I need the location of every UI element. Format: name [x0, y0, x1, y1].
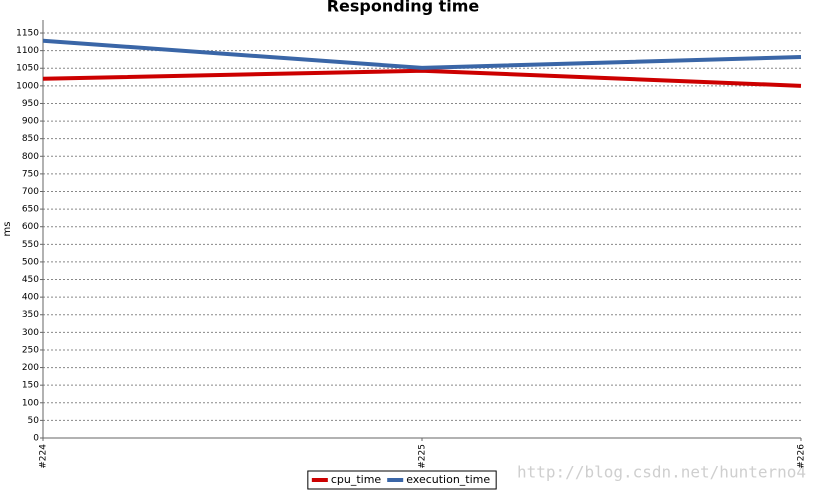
y-tick-label: 100 — [22, 398, 39, 408]
legend-label: cpu_time — [331, 473, 382, 486]
y-tick-label: 0 — [33, 434, 39, 444]
y-tick-label: 300 — [22, 328, 39, 338]
y-tick-label: 900 — [22, 117, 39, 127]
y-tick-label: 500 — [22, 257, 39, 267]
y-tick-label: 1100 — [16, 46, 39, 56]
y-tick-label: 950 — [22, 99, 39, 109]
y-tick-label: 450 — [22, 275, 39, 285]
y-tick-label: 550 — [22, 240, 39, 250]
y-tick-label: 50 — [28, 416, 40, 426]
chart-title: Responding time — [327, 0, 480, 16]
y-tick-label: 1150 — [16, 29, 39, 39]
x-tick-label: #226 — [797, 444, 807, 469]
y-tick-label: 600 — [22, 222, 39, 232]
series-line — [42, 38, 802, 70]
y-tick-label: 750 — [22, 169, 39, 179]
y-tick-label: 700 — [22, 187, 39, 197]
y-tick-label: 800 — [22, 152, 39, 162]
y-tick-label: 200 — [22, 363, 39, 373]
legend-label: execution_time — [406, 473, 490, 486]
y-tick-label: 150 — [22, 381, 39, 391]
y-axis-label: ms — [2, 222, 13, 237]
legend: cpu_time execution_time — [307, 470, 497, 490]
y-tick-label: 650 — [22, 205, 39, 215]
y-tick-label: 250 — [22, 345, 39, 355]
series-line — [42, 68, 802, 88]
x-tick-label: #225 — [418, 444, 428, 469]
y-tick-label: 1000 — [16, 81, 39, 91]
y-tick-label: 400 — [22, 293, 39, 303]
y-tick-label: 850 — [22, 134, 39, 144]
watermark: http://blog.csdn.net/hunterno4 — [517, 463, 806, 482]
y-tick-label: 350 — [22, 310, 39, 320]
x-tick-label: #224 — [39, 444, 49, 469]
y-tick-label: 1050 — [16, 64, 39, 74]
